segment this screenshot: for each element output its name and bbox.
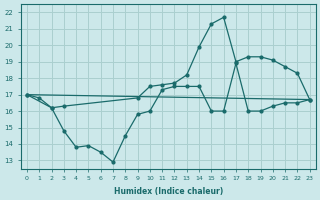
X-axis label: Humidex (Indice chaleur): Humidex (Indice chaleur) — [114, 187, 223, 196]
